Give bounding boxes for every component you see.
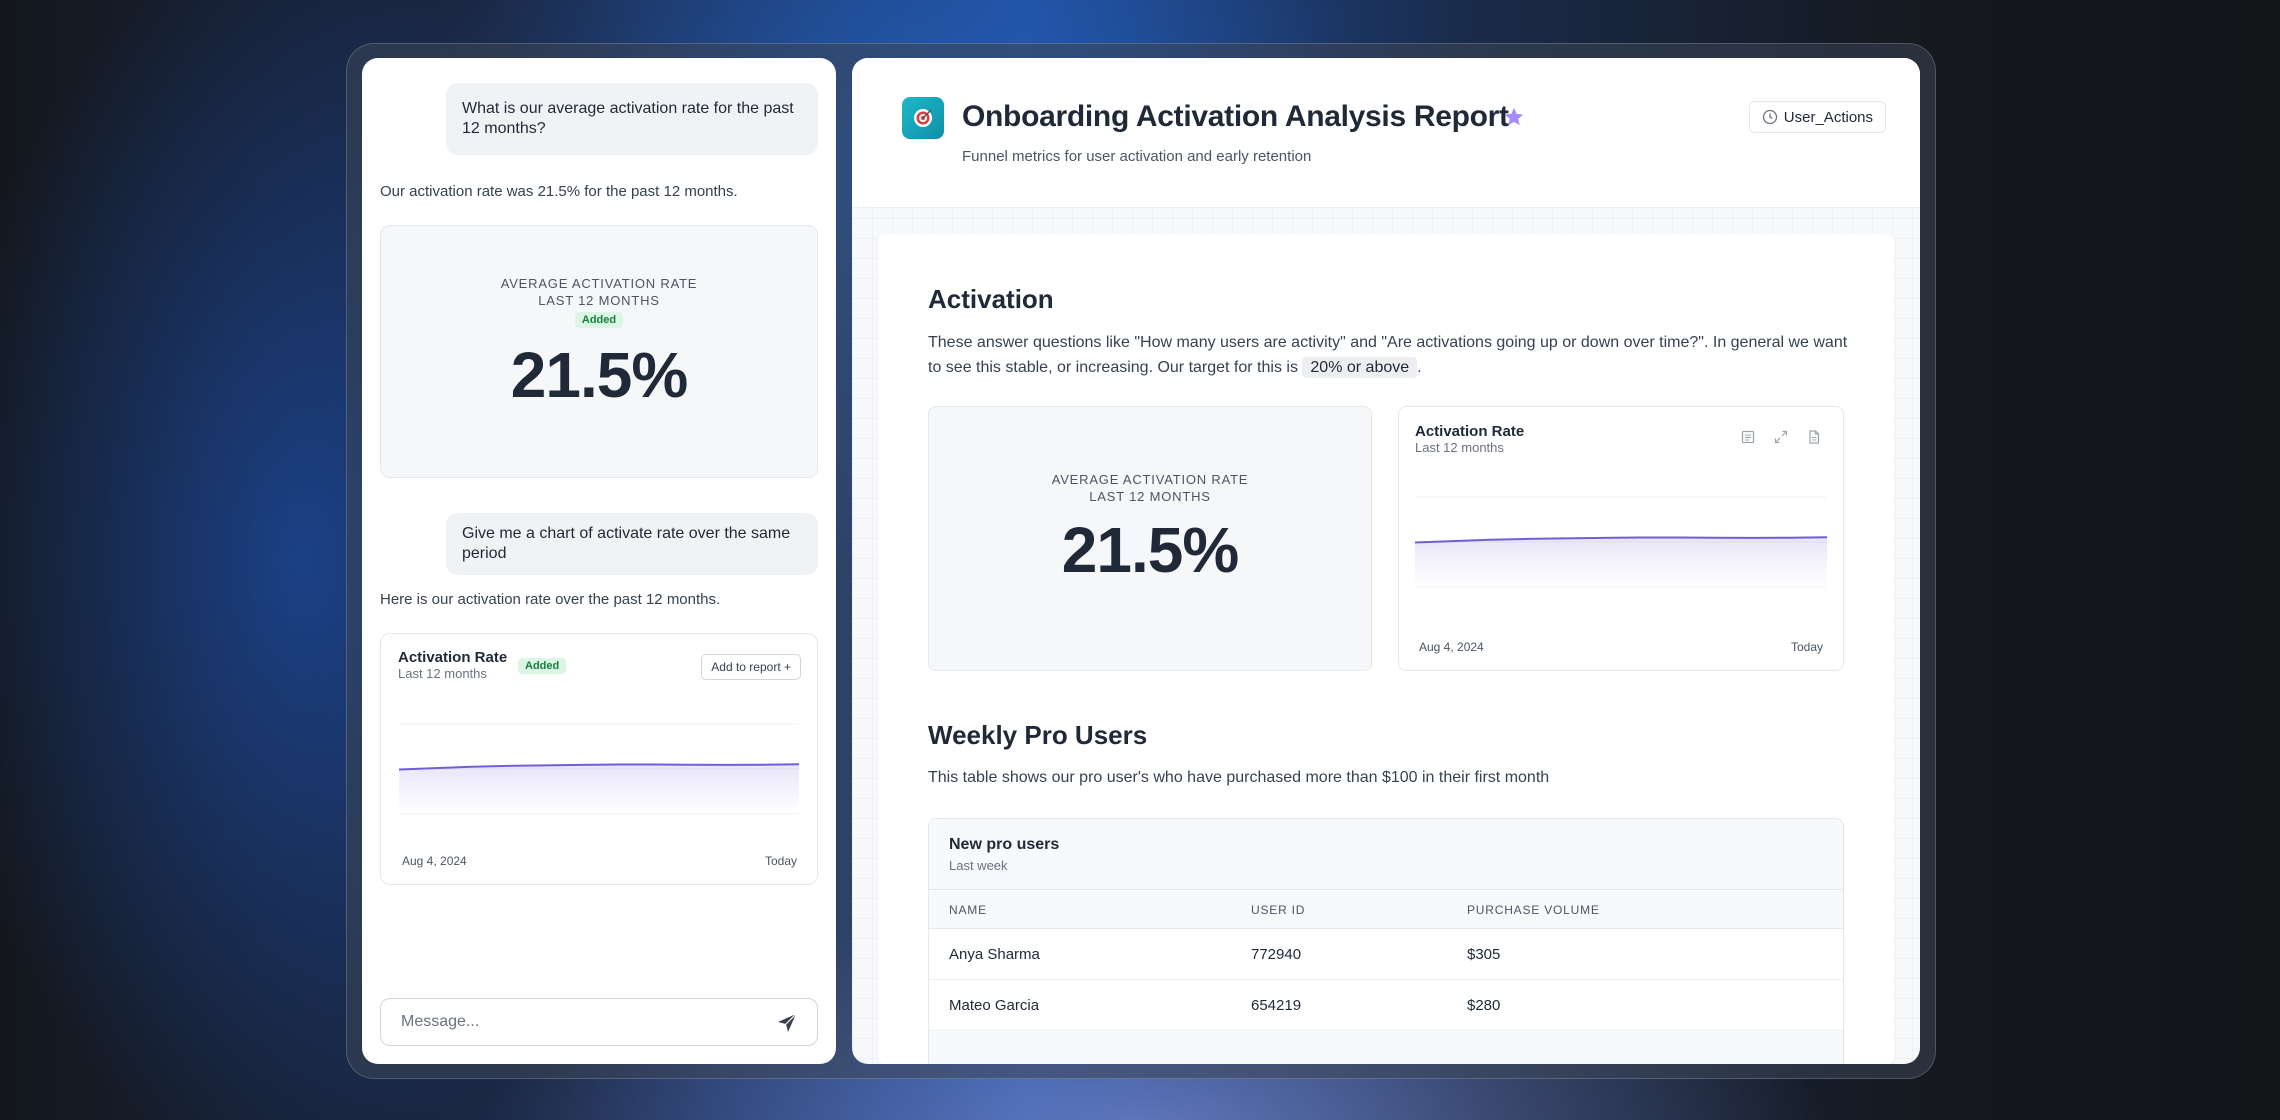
- target-emoji-icon: [902, 97, 944, 139]
- user-message-bubble: Give me a chart of activate rate over th…: [446, 513, 818, 575]
- chart-card[interactable]: Activation Rate Last 12 months Added Add…: [380, 633, 818, 885]
- column-header[interactable]: NAME: [949, 903, 987, 917]
- x-axis-start-label: Aug 4, 2024: [1419, 640, 1484, 654]
- section-heading: Weekly Pro Users: [928, 720, 1148, 750]
- cell-purchase-volume: $280: [1467, 997, 1501, 1014]
- message-input-box[interactable]: Message...: [380, 998, 818, 1046]
- report-metric-card[interactable]: AVERAGE ACTIVATION RATE LAST 12 MONTHS 2…: [928, 406, 1372, 671]
- series-area: [1415, 537, 1827, 587]
- table-row[interactable]: Anya Sharma 772940 $305: [929, 929, 1843, 980]
- metric-label: AVERAGE ACTIVATION RATE: [1051, 472, 1249, 487]
- paragraph-end: .: [1417, 359, 1422, 376]
- assistant-message-text: Our activation rate was 21.5% for the pa…: [380, 183, 738, 200]
- x-axis-end-label: Today: [1790, 640, 1823, 654]
- user-message-text: Give me a chart of activate rate over th…: [462, 525, 791, 562]
- paper-plane-icon[interactable]: [775, 1011, 799, 1035]
- table-column-headers: NAME USER ID PURCHASE VOLUME: [929, 889, 1843, 929]
- added-badge: Added: [574, 312, 624, 328]
- table-row[interactable]: Mateo Garcia 654219 $280: [929, 980, 1843, 1031]
- series-line: [399, 763, 799, 771]
- user-message-text: What is our average activation rate for …: [462, 100, 794, 137]
- activation-line-chart: [1415, 496, 1827, 588]
- pro-users-table: New pro users Last week NAME USER ID PUR…: [928, 818, 1844, 1064]
- expand-icon[interactable]: [1773, 429, 1789, 445]
- target-highlight: 20% or above: [1302, 357, 1418, 378]
- cell-user-id: 772940: [1251, 946, 1302, 963]
- paragraph-text: These answer questions like "How many us…: [928, 334, 1848, 376]
- chart-subtitle: Last 12 months: [1415, 440, 1504, 455]
- clock-icon: [1762, 109, 1777, 125]
- x-axis-start-label: Aug 4, 2024: [402, 854, 467, 868]
- metric-card[interactable]: AVERAGE ACTIVATION RATE LAST 12 MONTHS A…: [380, 225, 818, 478]
- added-badge: Added: [518, 658, 567, 674]
- cell-name: Mateo Garcia: [949, 997, 1040, 1014]
- report-panel: Onboarding Activation Analysis Report Fu…: [852, 58, 1920, 1064]
- user-message-bubble: What is our average activation rate for …: [446, 83, 818, 155]
- x-axis-end-label: Today: [764, 854, 797, 868]
- chart-title: Activation Rate: [398, 649, 508, 666]
- star-icon[interactable]: [1503, 106, 1525, 128]
- chat-panel: What is our average activation rate for …: [362, 58, 836, 1064]
- cell-purchase-volume: $305: [1467, 946, 1501, 963]
- chart-title: Activation Rate: [1415, 423, 1525, 440]
- series-line: [1415, 536, 1827, 544]
- column-header[interactable]: USER ID: [1251, 903, 1306, 917]
- table-subtitle: Last week: [949, 858, 1008, 873]
- table-header: New pro users Last week: [929, 819, 1843, 889]
- table-title: New pro users: [949, 836, 1060, 853]
- column-header[interactable]: PURCHASE VOLUME: [1467, 903, 1600, 917]
- notes-icon[interactable]: [1740, 429, 1756, 445]
- user-actions-button[interactable]: User_Actions: [1748, 101, 1886, 133]
- series-area: [399, 764, 799, 814]
- report-document: Activation These answer questions like "…: [878, 234, 1894, 1064]
- metric-value: 21.5%: [1061, 514, 1239, 586]
- metric-label: AVERAGE ACTIVATION RATE: [500, 276, 698, 291]
- chart-subtitle: Last 12 months: [398, 666, 487, 681]
- report-chart-card[interactable]: Activation Rate Last 12 months Aug 4, 20…: [1398, 406, 1844, 671]
- message-input[interactable]: Message...: [401, 1013, 480, 1030]
- section-heading: Activation: [928, 284, 1054, 314]
- report-subtitle: Funnel metrics for user activation and e…: [962, 148, 1312, 165]
- assistant-message-text: Here is our activation rate over the pas…: [380, 591, 721, 608]
- metric-period: LAST 12 MONTHS: [538, 293, 660, 308]
- add-to-report-button[interactable]: Add to report +: [701, 654, 801, 680]
- cell-name: Anya Sharma: [949, 946, 1040, 963]
- metric-period: LAST 12 MONTHS: [1089, 489, 1211, 504]
- report-header: Onboarding Activation Analysis Report Fu…: [852, 58, 1920, 208]
- document-icon[interactable]: [1806, 429, 1822, 445]
- section-paragraph: This table shows our pro user's who have…: [928, 769, 1550, 786]
- metric-value: 21.5%: [510, 339, 688, 411]
- activation-line-chart: [399, 723, 799, 815]
- user-actions-label: User_Actions: [1783, 108, 1873, 126]
- report-title: Onboarding Activation Analysis Report: [962, 100, 1509, 133]
- section-paragraph: These answer questions like "How many us…: [928, 330, 1858, 380]
- cell-user-id: 654219: [1251, 997, 1302, 1014]
